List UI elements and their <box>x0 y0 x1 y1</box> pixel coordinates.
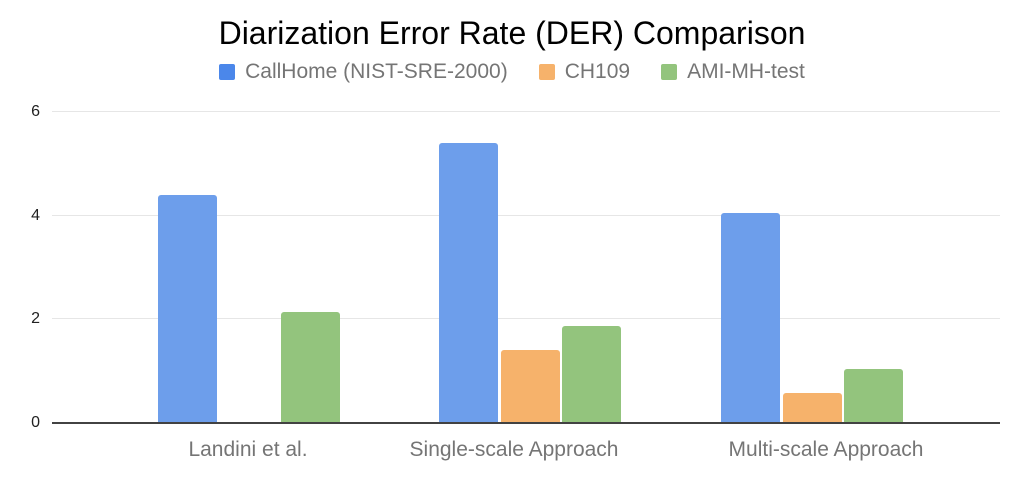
x-axis-line <box>52 422 1000 424</box>
legend: CallHome (NIST-SRE-2000) CH109 AMI-MH-te… <box>0 60 1024 84</box>
bar-ami-mh-test-1 <box>281 311 340 423</box>
legend-label-ami-mh-test: AMI-MH-test <box>687 60 805 83</box>
x-category-label-2: Single-scale Approach <box>409 438 619 461</box>
bar-ami-mh-test-2 <box>562 325 621 423</box>
bar-group-1 <box>158 112 340 423</box>
x-category-label-3: Multi-scale Approach <box>728 438 924 461</box>
bar-group-2 <box>439 112 621 423</box>
legend-swatch-callhome-icon <box>219 64 236 80</box>
legend-item-callhome: CallHome (NIST-SRE-2000) <box>219 60 508 84</box>
legend-swatch-ami-mh-test-icon <box>661 64 678 80</box>
bar-ch109-3 <box>782 392 842 423</box>
chart-title: Diarization Error Rate (DER) Comparison <box>218 15 806 51</box>
y-tick-label-2: 2 <box>31 310 40 328</box>
y-tick-label-4: 4 <box>31 206 40 224</box>
y-tick-label-0: 0 <box>31 414 40 431</box>
x-category-label-1: Landini et al. <box>188 438 308 461</box>
gridline-2 <box>52 318 1000 320</box>
bar-group-3 <box>721 112 903 423</box>
bar-callhome-nist-sre-2000-2 <box>439 143 498 423</box>
legend-item-ami-mh-test: AMI-MH-test <box>661 60 805 84</box>
legend-swatch-ch109-icon <box>538 64 555 80</box>
legend-label-ch109: CH109 <box>564 60 631 83</box>
bar-callhome-nist-sre-2000-3 <box>721 213 780 423</box>
y-tick-label-6: 6 <box>31 103 40 120</box>
legend-label-callhome: CallHome (NIST-SRE-2000) <box>245 60 508 83</box>
bar-ch109-2 <box>500 350 560 423</box>
gridline-4 <box>52 214 1000 216</box>
gridline-6 <box>52 111 1000 112</box>
bar-ami-mh-test-3 <box>844 368 903 423</box>
legend-item-ch109: CH109 <box>538 60 631 84</box>
bar-callhome-nist-sre-2000-1 <box>158 194 217 423</box>
plot-area <box>52 111 1000 424</box>
